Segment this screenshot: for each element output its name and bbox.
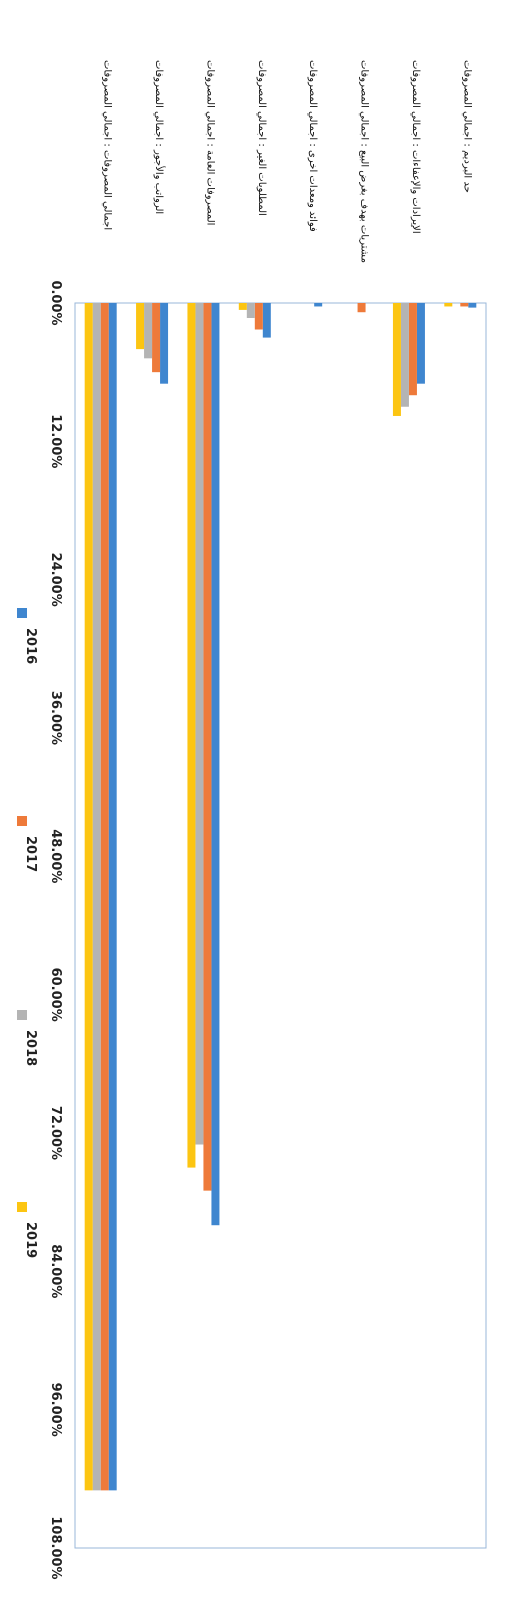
bar-2017	[254, 303, 263, 330]
bar-2018	[144, 303, 153, 359]
legend-swatch-2016	[17, 608, 27, 618]
bar-2019	[84, 303, 93, 1491]
bar-2016	[262, 303, 271, 338]
x-tick-label: 84.00%	[48, 1244, 63, 1298]
bar-2017	[100, 303, 109, 1491]
bar-2019	[444, 303, 453, 307]
bar-2017	[408, 303, 417, 396]
x-tick-label: 36.00%	[48, 691, 63, 745]
x-tick-label: 72.00%	[48, 1106, 63, 1160]
bar-2017	[357, 303, 366, 313]
bar-2016	[108, 303, 117, 1491]
x-tick-label: 60.00%	[48, 968, 63, 1022]
legend-label: 2017	[23, 836, 38, 872]
bar-2019	[187, 303, 196, 1168]
legend-swatch-2017	[17, 816, 27, 826]
x-tick-label: 0.00%	[48, 280, 63, 325]
category-label: مشتريات بهدف بغرض البيع : اجمالي المصروف…	[359, 60, 370, 263]
legend-label: 2019	[23, 1222, 38, 1258]
bar-2016	[416, 303, 425, 384]
bar-2019	[238, 303, 247, 310]
x-tick-label: 96.00%	[48, 1383, 63, 1437]
bar-2016	[160, 303, 169, 384]
category-label: الرواتب والأجور : اجمالي المصروفات	[153, 60, 166, 214]
x-tick-label: 24.00%	[48, 553, 63, 607]
bar-2017	[460, 303, 469, 307]
legend-label: 2018	[23, 1030, 38, 1066]
legend-label: 2016	[23, 628, 38, 664]
bar-2017	[203, 303, 212, 1191]
bar-2019	[136, 303, 145, 350]
category-label: المصروفات العامة : اجمالي المصروفات	[204, 60, 215, 225]
bar-2016	[468, 303, 477, 308]
category-label: فوائد ومعدات اخرى : اجمالي المصروفات	[307, 60, 318, 232]
category-label: اجمالي المصروفات : اجمالي المصروفات	[102, 60, 113, 230]
category-label: المطلوبات الغير : اجمالي المصروفات	[256, 60, 267, 216]
legend-swatch-2019	[17, 1202, 27, 1212]
category-label: حد البرديم : اجمالي المصروفات	[461, 60, 472, 193]
x-tick-label: 48.00%	[48, 829, 63, 883]
category-label: الإيرادات والإعفاءات : اجمالي المصروفات	[410, 60, 421, 234]
x-tick-label: 12.00%	[48, 414, 63, 468]
plot-frame	[74, 302, 487, 1549]
x-tick-label: 108.00%	[48, 1516, 63, 1579]
bar-2018	[195, 303, 204, 1145]
bar-2016	[211, 303, 220, 1226]
legend-swatch-2018	[17, 1010, 27, 1020]
bar-2018	[246, 303, 255, 318]
bar-2017	[152, 303, 161, 373]
bar-2018	[92, 303, 101, 1491]
bar-2016	[314, 303, 323, 307]
bar-2019	[392, 303, 401, 416]
bar-2018	[400, 303, 409, 407]
